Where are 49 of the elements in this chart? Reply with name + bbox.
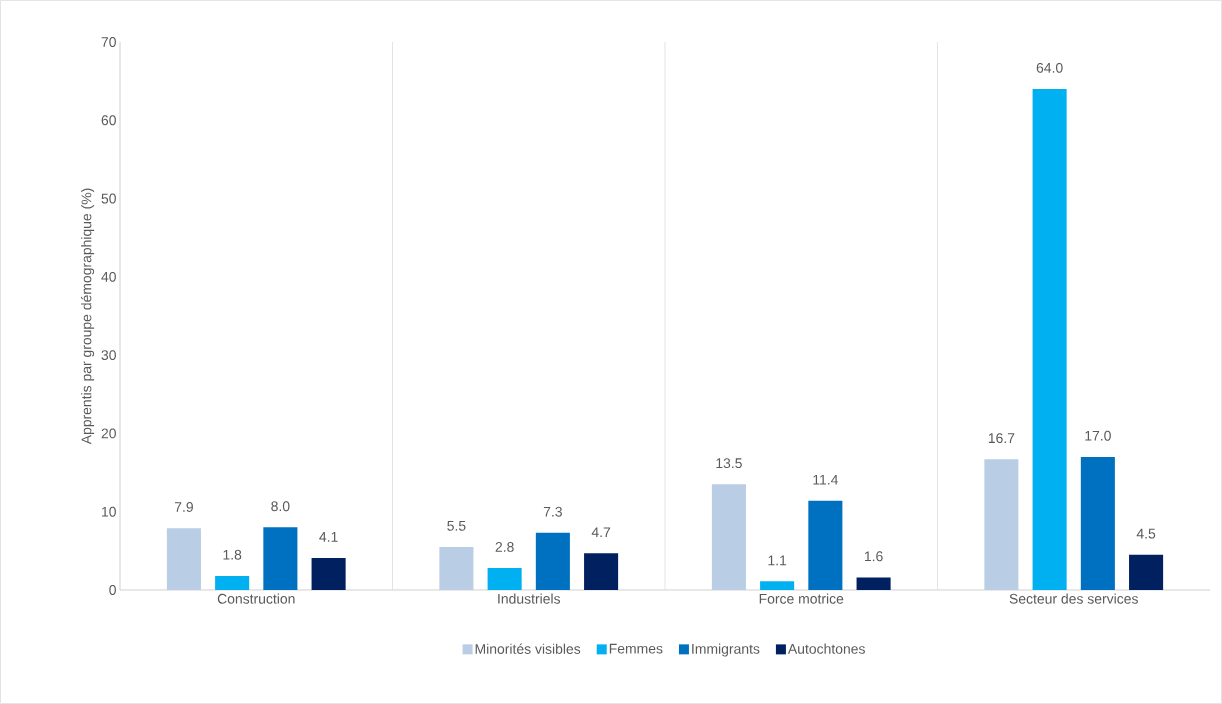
bar: [215, 575, 250, 590]
bar: [856, 577, 891, 590]
bar: [584, 553, 619, 590]
data-label: 17.0: [1085, 430, 1111, 441]
y-tick-label: 70: [101, 37, 116, 47]
bar: [984, 459, 1019, 590]
legend-label: Femmes: [609, 643, 663, 654]
bar: [263, 527, 298, 590]
data-label: 8.0: [271, 501, 290, 512]
x-tick-label: Force motrice: [759, 593, 844, 604]
y-tick-label: 0: [109, 585, 116, 595]
y-tick-label: 30: [101, 350, 116, 361]
bar: [808, 500, 843, 590]
bar: [487, 568, 522, 590]
y-tick-label: 60: [101, 115, 116, 126]
data-label: 16.7: [988, 433, 1015, 444]
data-label: 1.8: [223, 549, 242, 560]
bar: [1032, 88, 1067, 590]
bar: [311, 557, 346, 590]
y-tick-label: 20: [101, 428, 116, 439]
x-tick-label: Construction: [217, 593, 295, 604]
bar: [760, 581, 795, 590]
data-label: 4.5: [1136, 528, 1156, 539]
y-tick-label: 50: [101, 193, 116, 204]
y-axis-title: Apprentis par groupe démographique (%): [80, 188, 95, 445]
data-label: 7.3: [543, 506, 562, 517]
bar: [1129, 554, 1164, 590]
x-tick-label: Secteur des services: [1009, 593, 1138, 604]
data-label: 64.0: [1036, 62, 1063, 73]
bar: [711, 484, 746, 590]
legend-label: Immigrants: [692, 643, 760, 657]
legend-label: Autochtones: [787, 643, 865, 654]
data-label: 2.8: [495, 541, 514, 552]
x-tick-label: Industriels: [498, 593, 561, 604]
bar: [439, 546, 474, 590]
data-label: 1.1: [768, 555, 787, 566]
bar: [166, 528, 201, 590]
data-label: 4.7: [591, 527, 611, 537]
data-label: 5.5: [447, 521, 466, 531]
legend-label: Minorités visibles: [475, 643, 581, 654]
data-label: 1.6: [864, 551, 883, 562]
bar: [535, 532, 570, 590]
data-label: 4.1: [319, 532, 338, 542]
bar: [1080, 456, 1115, 590]
data-label: 13.5: [716, 458, 742, 469]
data-label: 11.4: [813, 474, 838, 485]
y-tick-label: 10: [102, 506, 116, 517]
data-label: 7.9: [174, 502, 193, 512]
y-tick-label: 40: [101, 271, 116, 282]
